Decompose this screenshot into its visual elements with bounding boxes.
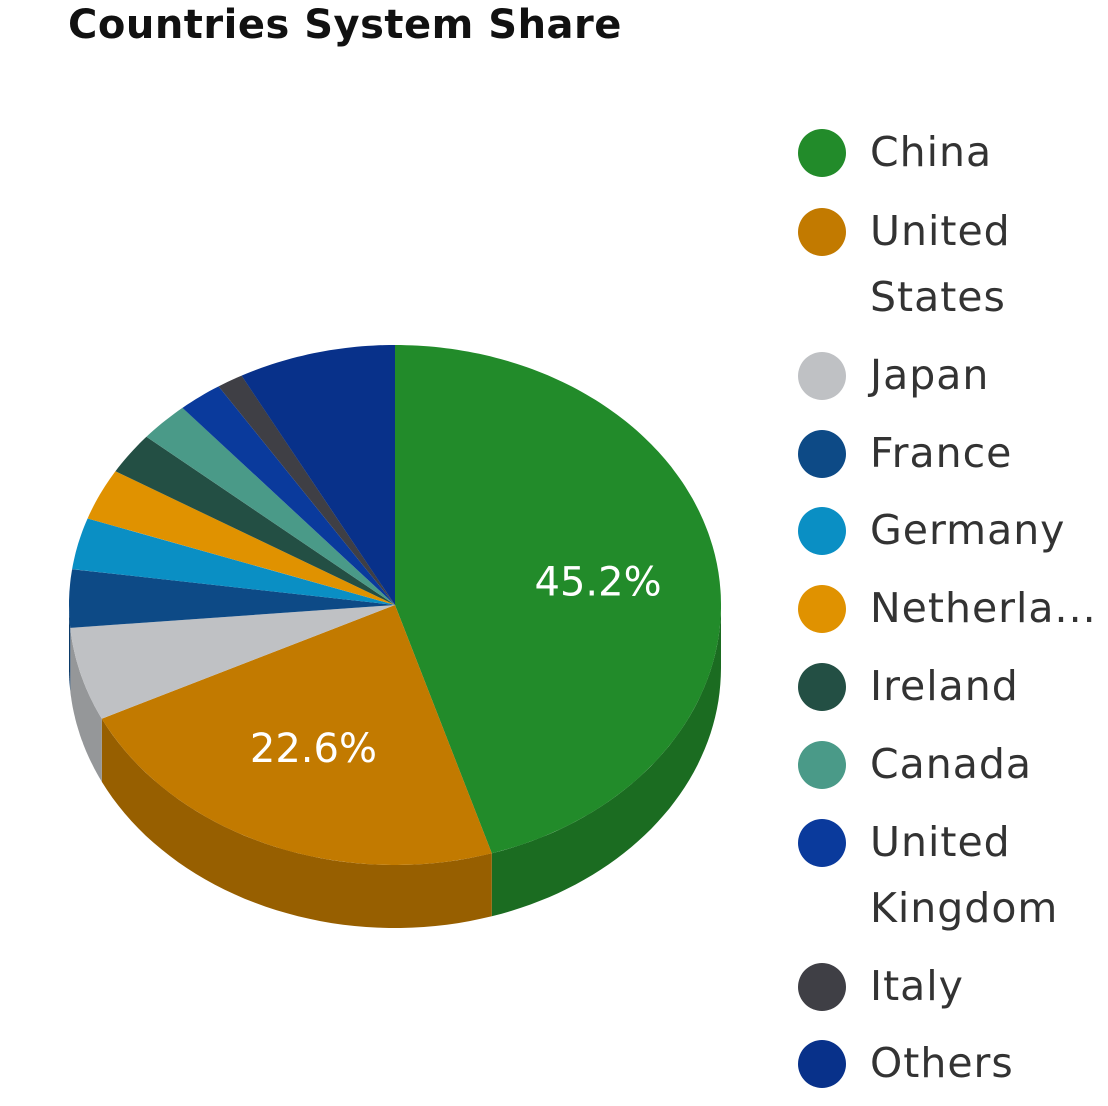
legend-label: Canada [870, 740, 1033, 788]
legend-item: Netherla... [798, 581, 1108, 641]
legend-label: China [870, 128, 993, 176]
legend-swatch [798, 663, 846, 711]
legend-swatch [798, 208, 846, 256]
slice-others [241, 345, 395, 605]
legend-swatch [798, 430, 846, 478]
legend-label: Germany [870, 506, 1066, 554]
slice-side-france [69, 605, 71, 691]
legend-swatch [798, 741, 846, 789]
legend-label: United Kingdom [870, 818, 1059, 932]
slice-italy [218, 375, 395, 605]
legend-swatch [798, 963, 846, 1011]
legend-item: United Kingdom [798, 815, 1108, 941]
slice-united-kingdom [182, 386, 395, 605]
legend-label: France [870, 429, 1013, 477]
legend-label: Italy [870, 962, 964, 1010]
legend-label: Others [870, 1039, 1014, 1087]
legend-label: Japan [870, 351, 990, 399]
legend-item: Canada [798, 737, 1108, 797]
pie-chart: 45.2% 22.6% [69, 345, 721, 928]
legend-item: Japan [798, 348, 1108, 408]
slice-side-china [491, 605, 721, 917]
legend-item: Others [798, 1036, 1108, 1096]
legend-swatch [798, 507, 846, 555]
legend-item: United States [798, 204, 1108, 330]
data-label: 22.6% [250, 726, 377, 772]
slice-canada [146, 407, 395, 605]
slice-netherla- [87, 471, 395, 605]
legend-swatch [798, 129, 846, 177]
legend-label: Ireland [870, 662, 1019, 710]
legend-item: Italy [798, 959, 1108, 1019]
legend-item: Germany [798, 503, 1108, 563]
legend-swatch [798, 585, 846, 633]
legend-item: China [798, 125, 1108, 185]
legend-label: Netherla... [870, 584, 1097, 632]
legend-item: France [798, 426, 1108, 486]
data-label: 45.2% [535, 560, 662, 606]
slice-united-states [101, 605, 492, 865]
slice-japan [70, 605, 396, 719]
slice-germany [72, 518, 396, 605]
slice-china [395, 345, 721, 854]
slice-france [69, 569, 395, 628]
chart-title: Countries System Share [68, 2, 622, 48]
slice-side-japan [70, 627, 102, 782]
legend-swatch [798, 352, 846, 400]
legend-swatch [798, 819, 846, 867]
slice-ireland [115, 436, 395, 605]
slice-side-united-states [101, 718, 492, 928]
legend-label: United States [870, 207, 1011, 321]
legend-swatch [798, 1040, 846, 1088]
legend-item: Ireland [798, 659, 1108, 719]
